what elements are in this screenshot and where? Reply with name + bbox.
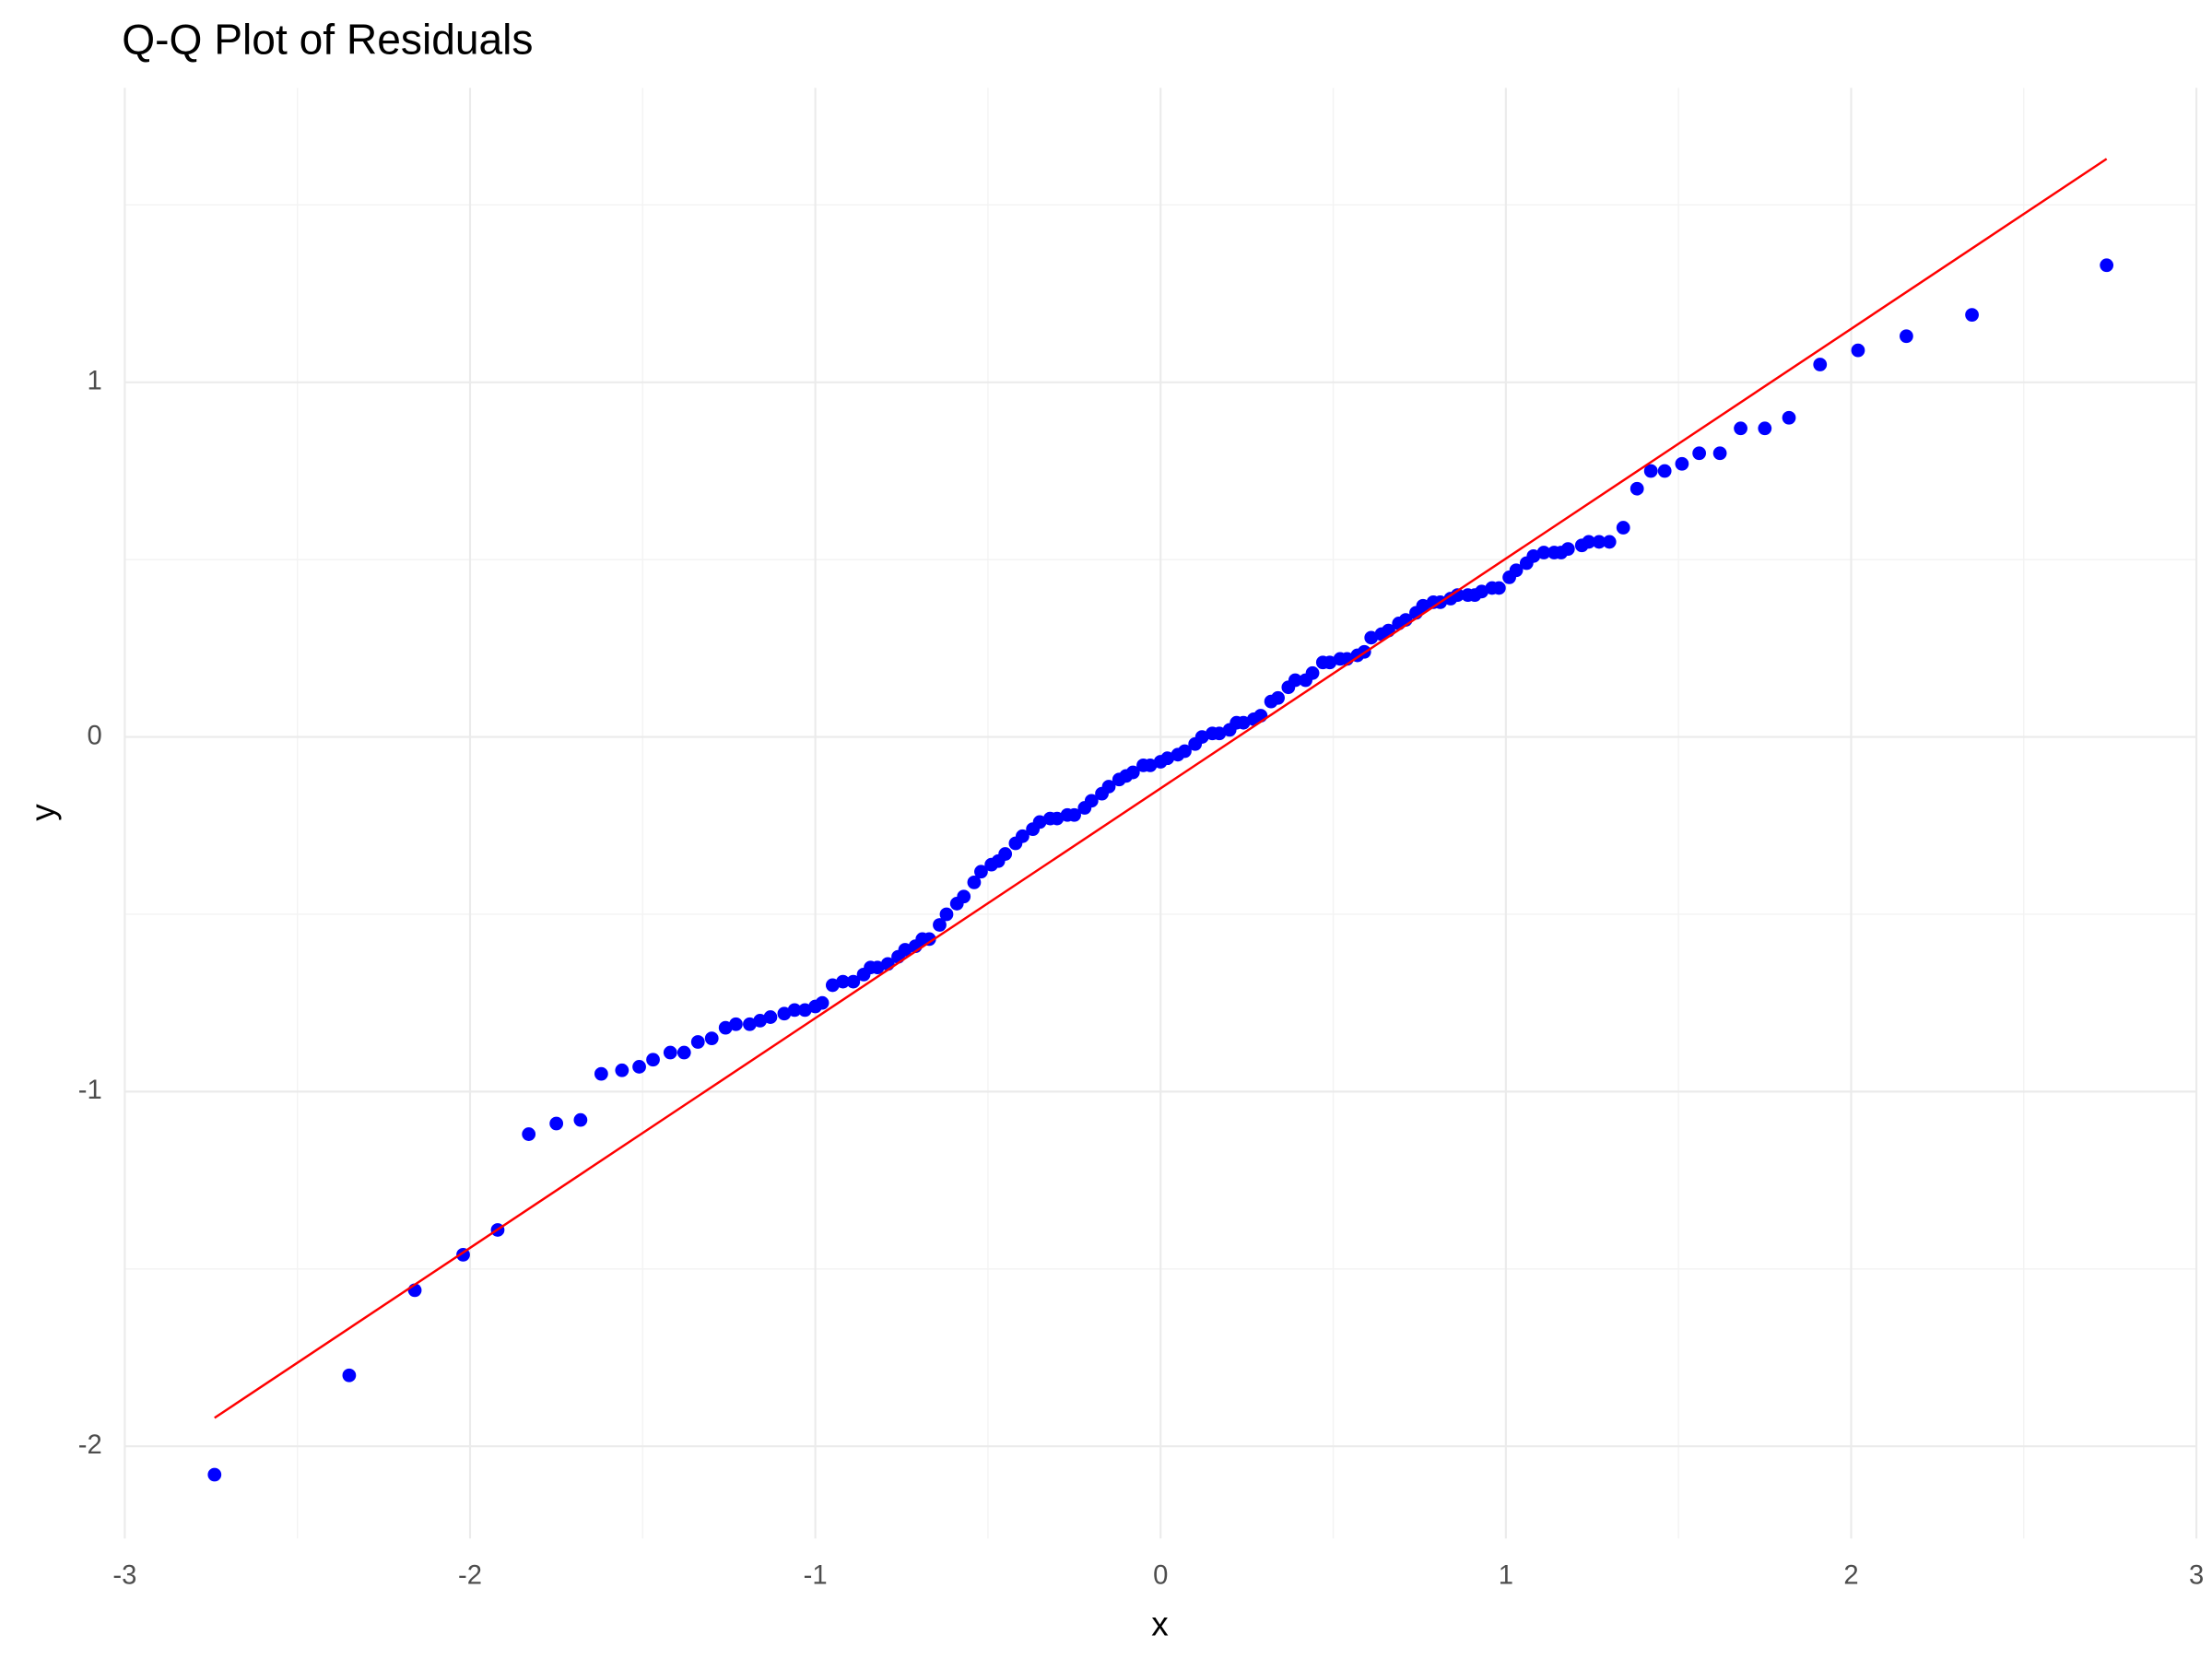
point — [342, 1368, 357, 1382]
point — [729, 1017, 743, 1031]
point — [957, 889, 971, 904]
point — [1050, 811, 1065, 826]
point — [1592, 535, 1606, 549]
point — [933, 918, 947, 932]
chart-title: Q-Q Plot of Residuals — [122, 15, 533, 63]
point — [704, 1031, 719, 1046]
point — [1675, 456, 1689, 471]
y-tick-label: 1 — [88, 366, 102, 395]
x-tick-label: 3 — [2189, 1560, 2204, 1590]
point — [207, 1467, 222, 1482]
point — [998, 847, 1013, 861]
point — [1643, 464, 1658, 478]
point — [1016, 829, 1030, 843]
point — [1526, 548, 1541, 563]
y-tick-label: -2 — [78, 1430, 102, 1460]
point — [573, 1112, 588, 1127]
point — [718, 1020, 733, 1035]
point — [1782, 410, 1796, 425]
point — [1032, 815, 1047, 830]
point — [2100, 258, 2114, 273]
point — [615, 1063, 629, 1077]
point — [1813, 358, 1828, 371]
point — [1178, 744, 1192, 759]
point — [974, 865, 988, 879]
point — [1451, 588, 1465, 603]
point — [1160, 751, 1175, 766]
x-tick-label: -1 — [804, 1560, 828, 1590]
point — [1536, 546, 1551, 559]
point — [939, 907, 954, 922]
point — [1712, 446, 1727, 461]
point — [1491, 581, 1506, 595]
point — [797, 1003, 812, 1018]
point — [846, 974, 861, 989]
reference-line — [214, 158, 2108, 1419]
x-tick-label: 2 — [1843, 1560, 1858, 1590]
point — [787, 1003, 802, 1018]
x-tick-label: 0 — [1153, 1560, 1168, 1590]
point — [663, 1045, 677, 1060]
point — [1271, 690, 1285, 705]
point — [690, 1035, 705, 1049]
point — [1692, 446, 1707, 461]
point — [1475, 584, 1489, 599]
point — [1194, 730, 1209, 744]
point — [677, 1045, 691, 1060]
point — [594, 1066, 608, 1081]
point — [1630, 481, 1644, 496]
point — [777, 1006, 792, 1021]
point — [922, 932, 936, 947]
x-tick-label: 1 — [1499, 1560, 1513, 1590]
y-axis-label: y — [24, 804, 62, 821]
point — [743, 1017, 757, 1031]
point — [1616, 521, 1630, 535]
point — [1734, 421, 1747, 436]
point — [1965, 308, 1979, 323]
point — [1602, 535, 1617, 549]
point — [1509, 563, 1524, 578]
point — [825, 978, 840, 993]
point — [522, 1127, 536, 1141]
point — [1067, 807, 1081, 822]
point — [1084, 794, 1099, 808]
point — [898, 943, 912, 957]
point — [549, 1116, 564, 1131]
point — [1212, 726, 1227, 741]
point — [1236, 715, 1251, 730]
point — [763, 1010, 778, 1024]
point — [1101, 780, 1116, 794]
point — [1288, 673, 1302, 688]
point — [1364, 630, 1379, 645]
point — [646, 1053, 660, 1067]
x-axis-label: x — [1151, 1605, 1169, 1642]
point — [1143, 758, 1158, 772]
point — [1900, 329, 1913, 344]
point — [815, 995, 830, 1010]
x-tick-label: -2 — [458, 1560, 482, 1590]
point — [1125, 765, 1140, 780]
point — [1560, 542, 1575, 557]
point — [1657, 464, 1672, 478]
y-tick-label: -1 — [78, 1076, 102, 1105]
point — [1851, 343, 1865, 358]
point — [967, 875, 982, 889]
point — [753, 1014, 768, 1028]
point — [836, 974, 850, 989]
point — [1305, 665, 1320, 680]
point — [870, 960, 885, 975]
point — [1416, 598, 1430, 613]
point — [1582, 535, 1596, 549]
point — [1323, 655, 1337, 670]
point — [1758, 421, 1772, 436]
y-tick-label: 0 — [88, 721, 102, 750]
x-tick-label: -3 — [112, 1560, 136, 1590]
point — [632, 1060, 646, 1074]
